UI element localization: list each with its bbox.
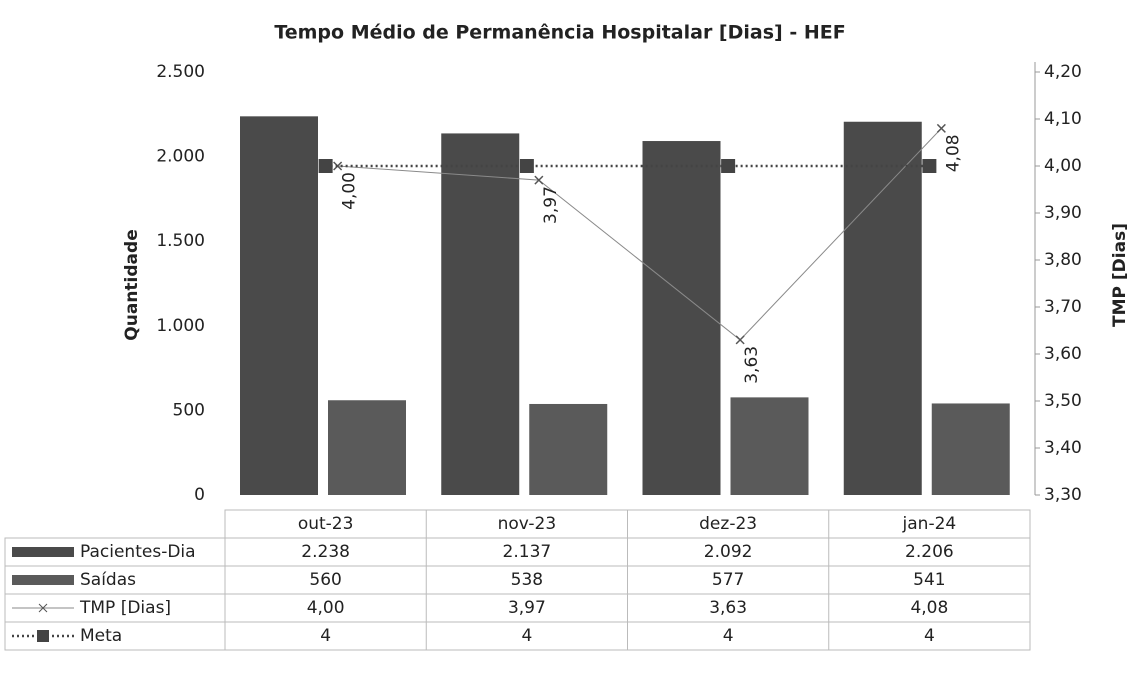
y-axis-title: Quantidade — [122, 229, 142, 340]
table-cell: 2.206 — [905, 542, 954, 562]
marker — [534, 175, 544, 185]
legend-swatch — [12, 575, 74, 585]
marker — [721, 159, 736, 173]
y2-axis-title: TMP [Dias] — [1110, 223, 1130, 327]
y2-tick-label: 3,90 — [1044, 203, 1082, 223]
y-tick-label: 1.500 — [156, 231, 205, 251]
bar — [931, 403, 1010, 495]
y2-tick-label: 3,70 — [1044, 297, 1082, 317]
table-header: out-23 — [298, 514, 354, 534]
marker — [922, 159, 937, 173]
bar — [843, 121, 922, 495]
table-cell: 4,08 — [910, 598, 948, 618]
y2-tick-label: 3,80 — [1044, 250, 1082, 270]
y2-tick-label: 4,00 — [1044, 156, 1082, 176]
table-cell: 541 — [913, 570, 945, 590]
legend-swatch — [12, 547, 74, 557]
table-cell: 538 — [511, 570, 543, 590]
bar — [240, 116, 318, 496]
table-cell: 4 — [521, 626, 532, 646]
table-header: nov-23 — [498, 514, 557, 534]
legend-label: Meta — [80, 626, 122, 646]
table-cell: 2.238 — [301, 542, 350, 562]
table-cell: 4,00 — [307, 598, 345, 618]
y2-tick-label: 4,20 — [1044, 62, 1082, 82]
data-label: 4,08 — [943, 134, 963, 172]
marker — [936, 123, 946, 133]
table-cell: 577 — [712, 570, 744, 590]
bar — [529, 403, 608, 495]
table-cell: 4 — [924, 626, 935, 646]
y-tick-label: 2.000 — [156, 147, 205, 167]
y-tick-label: 1.000 — [156, 316, 205, 336]
chart-title: Tempo Médio de Permanência Hospitalar [D… — [274, 22, 845, 44]
marker — [318, 159, 333, 173]
table-header: dez-23 — [699, 514, 757, 534]
y2-tick-label: 3,50 — [1044, 391, 1082, 411]
legend-marker — [37, 630, 49, 642]
y2-tick-label: 3,40 — [1044, 438, 1082, 458]
table-cell: 2.092 — [704, 542, 753, 562]
table-cell: 3,97 — [508, 598, 546, 618]
legend-label: TMP [Dias] — [79, 598, 171, 618]
legend-label: Saídas — [80, 570, 136, 590]
table-cell: 2.137 — [503, 542, 552, 562]
marker — [519, 159, 534, 173]
data-label: 3,63 — [742, 346, 762, 384]
legend-marker — [38, 603, 48, 613]
table-cell: 4 — [723, 626, 734, 646]
bar — [730, 397, 809, 495]
table-cell: 4 — [320, 626, 331, 646]
line — [337, 128, 942, 341]
y2-tick-label: 3,60 — [1044, 344, 1082, 364]
marker — [735, 335, 745, 345]
legend-label: Pacientes-Dia — [80, 542, 196, 562]
y2-tick-label: 3,30 — [1044, 485, 1082, 505]
y-tick-label: 500 — [173, 400, 205, 420]
bar — [642, 141, 721, 495]
table-row — [4, 621, 1031, 651]
bar — [441, 133, 520, 495]
bar — [328, 400, 406, 495]
data-label: 3,97 — [541, 186, 561, 224]
table-cell: 560 — [309, 570, 341, 590]
table-header: jan-24 — [902, 514, 957, 534]
y-tick-label: 0 — [194, 485, 205, 505]
data-label: 4,00 — [340, 172, 360, 210]
y-tick-label: 2.500 — [156, 62, 205, 82]
y2-tick-label: 4,10 — [1044, 109, 1082, 129]
table-cell: 3,63 — [709, 598, 747, 618]
